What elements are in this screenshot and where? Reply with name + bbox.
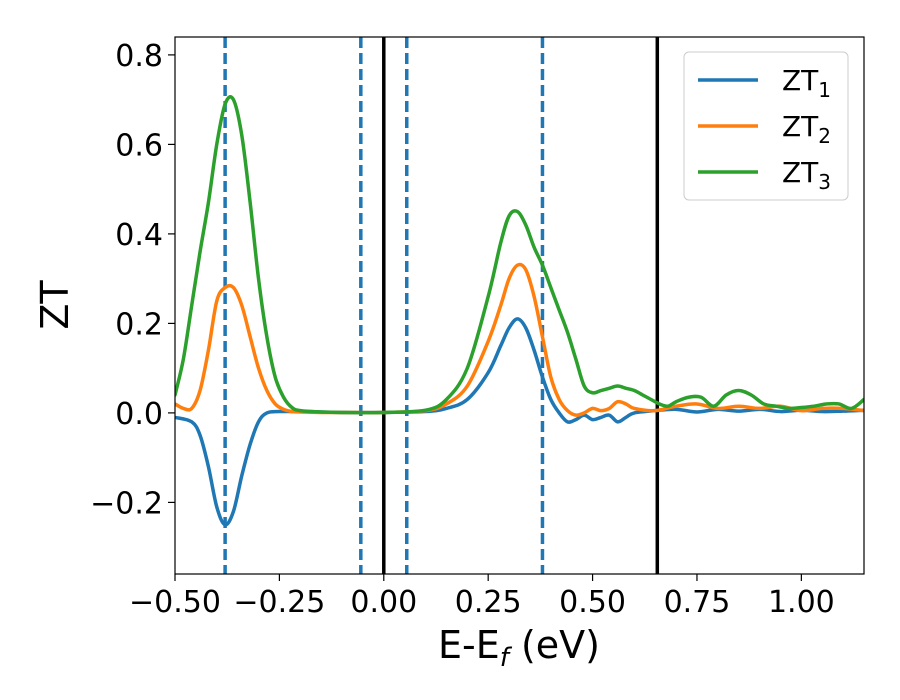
axes-frame xyxy=(174,36,865,575)
plot-area xyxy=(175,37,864,574)
x-axis: −0.50 −0.25 0.00 0.25 0.50 0.75 1.00 xyxy=(129,574,835,620)
y-axis: −0.2 0.0 0.2 0.4 0.6 0.8 xyxy=(90,39,175,521)
x-tick-label: 0.25 xyxy=(455,585,522,620)
legend-label-zt1: ZT1 xyxy=(782,64,831,102)
x-tick-label: 1.00 xyxy=(768,585,835,620)
x-tick-label: 0.75 xyxy=(664,585,731,620)
x-axis-label: E-Ef (eV) xyxy=(438,623,600,673)
legend-box xyxy=(683,51,849,201)
y-tick-label: 0.0 xyxy=(115,397,163,432)
legend: ZT1 ZT2 ZT3 xyxy=(683,51,849,201)
series-line-zt3 xyxy=(175,95,864,415)
x-tick-label: 0.50 xyxy=(559,585,626,620)
y-tick-label: 0.8 xyxy=(115,39,163,74)
x-tick-label: −0.50 xyxy=(129,585,221,620)
y-tick-label: 0.2 xyxy=(115,307,163,342)
series-line-zt2 xyxy=(175,262,864,417)
y-tick-label: 0.6 xyxy=(115,128,163,163)
y-tick-label: −0.2 xyxy=(90,486,163,521)
legend-label-zt2: ZT2 xyxy=(782,110,831,148)
y-tick-label: 0.4 xyxy=(115,218,163,253)
x-axis-label-unit: (eV) xyxy=(509,623,600,667)
series-line-zt1 xyxy=(175,317,864,527)
legend-label-zt3: ZT3 xyxy=(782,156,831,194)
x-tick-label: −0.25 xyxy=(233,585,325,620)
y-axis-label: ZT xyxy=(33,280,77,330)
x-tick-label: 0.00 xyxy=(350,585,417,620)
